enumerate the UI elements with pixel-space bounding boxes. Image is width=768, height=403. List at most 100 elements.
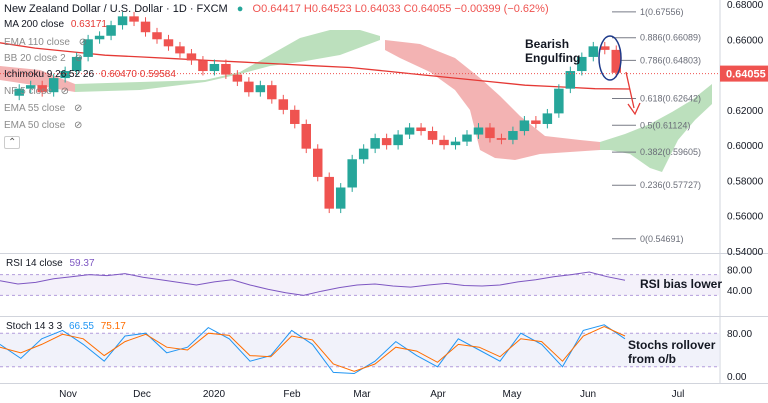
rsi-tick-label: 80.00 bbox=[727, 265, 752, 276]
candle-body bbox=[588, 46, 599, 57]
legend-ema110[interactable]: EMA 110 close ⊘ bbox=[4, 37, 87, 48]
indicator-name: MA 200 close bbox=[4, 19, 65, 30]
candle-body bbox=[267, 85, 277, 100]
fib-level-label: 0.382(0.59605) bbox=[640, 147, 701, 157]
fib-level-label: 0(0.54691) bbox=[640, 234, 684, 244]
indicator-value: 0.63171 bbox=[70, 19, 107, 30]
annotation-stoch-rollover: from o/b bbox=[628, 352, 676, 366]
eye-hidden-icon[interactable]: ⊘ bbox=[78, 37, 88, 48]
candle-body bbox=[450, 141, 461, 146]
stoch-label: Stoch 14 3 3 bbox=[6, 321, 63, 332]
time-tick-label: May bbox=[503, 389, 522, 400]
indicator-name: Ichimoku 9 26 52 26 bbox=[4, 69, 95, 80]
ohlc-high: H0.64523 bbox=[303, 3, 352, 15]
symbol-title: New Zealand Dollar / U.S. Dollar · 1D · … bbox=[4, 3, 228, 15]
candle-body bbox=[313, 148, 323, 177]
candle-body bbox=[301, 123, 311, 149]
ichimoku-cloud-bearish bbox=[385, 40, 600, 160]
rsi-label: RSI 14 close bbox=[6, 258, 63, 269]
candle-body bbox=[335, 187, 346, 209]
ohlc-low: L0.64033 bbox=[354, 3, 401, 15]
stoch-k-value: 66.55 bbox=[68, 321, 94, 332]
stoch-legend[interactable]: Stoch 14 3 3 66.55 75.17 bbox=[6, 321, 126, 332]
price-tick-label: 0.60000 bbox=[727, 141, 764, 152]
fib-level-label: 0.5(0.61124) bbox=[640, 120, 690, 130]
current-price-badge bbox=[720, 65, 768, 82]
annotation-bearish-engulfing: Bearish bbox=[525, 37, 569, 51]
candle-body bbox=[37, 85, 47, 93]
stoch-d-value: 75.17 bbox=[100, 321, 126, 332]
time-tick-label: Nov bbox=[59, 389, 77, 400]
indicator-name: EMA 110 close bbox=[4, 37, 70, 48]
legend-ma200[interactable]: MA 200 close 0.63171 bbox=[4, 19, 107, 30]
indicator-name: BB 20 close 2 bbox=[4, 53, 66, 64]
candle-body bbox=[83, 39, 93, 57]
candle-body bbox=[232, 74, 243, 82]
candle-body bbox=[48, 78, 59, 93]
time-tick-label: Feb bbox=[283, 389, 301, 400]
rsi-tick-label: 40.00 bbox=[727, 286, 752, 297]
indicator-name: EMA 50 close bbox=[4, 120, 66, 131]
price-tick-label: 0.58000 bbox=[727, 176, 764, 187]
time-tick-label: Mar bbox=[353, 389, 371, 400]
indicator-name: EMA 55 close bbox=[4, 103, 66, 114]
stoch-tick-label: 80.00 bbox=[727, 329, 752, 340]
candle-body bbox=[611, 49, 621, 73]
candle-body bbox=[381, 138, 392, 146]
time-tick-label: 2020 bbox=[203, 389, 226, 400]
fib-level-label: 0.786(0.64803) bbox=[640, 55, 701, 65]
candle-body bbox=[485, 127, 495, 139]
candle-body bbox=[140, 21, 151, 33]
stoch-tick-label: 0.00 bbox=[727, 372, 747, 383]
eye-hidden-icon[interactable]: ⊘ bbox=[60, 86, 69, 97]
price-tick-label: 0.66000 bbox=[727, 35, 764, 46]
candle-body bbox=[290, 109, 300, 124]
annotation-bearish-engulfing: Engulfing bbox=[525, 51, 580, 65]
legend-ema55[interactable]: EMA 55 close ⊘ bbox=[4, 103, 82, 114]
candle-body bbox=[565, 71, 576, 89]
candle-body bbox=[175, 46, 185, 54]
bearish-arrow-shaft bbox=[625, 71, 635, 109]
candle-body bbox=[71, 56, 82, 72]
legend-ichimoku[interactable]: Ichimoku 9 26 52 26 0.60470 0.59584 bbox=[4, 69, 176, 80]
candle-body bbox=[94, 35, 105, 40]
candle-body bbox=[462, 134, 472, 142]
rsi-legend[interactable]: RSI 14 close 59.37 bbox=[6, 258, 95, 269]
candle-body bbox=[600, 46, 610, 50]
candle-body bbox=[163, 39, 174, 47]
legend-bb20[interactable]: BB 20 close 2 ⊘ bbox=[4, 53, 83, 64]
eye-hidden-icon[interactable]: ⊘ bbox=[73, 103, 83, 114]
ichimoku-cloud-bullish bbox=[600, 84, 712, 172]
candle-body bbox=[508, 131, 518, 140]
candle-body bbox=[129, 16, 139, 22]
candle-body bbox=[25, 85, 36, 89]
candle-body bbox=[255, 85, 266, 93]
candle-body bbox=[519, 120, 530, 132]
annotation-stoch-rollover: Stochs rollover bbox=[628, 338, 716, 352]
chart-header: New Zealand Dollar / U.S. Dollar · 1D · … bbox=[4, 3, 549, 15]
eye-hidden-icon[interactable]: ⊘ bbox=[74, 53, 83, 64]
rsi-line bbox=[0, 271, 626, 296]
candle-body bbox=[473, 127, 484, 135]
candle-body bbox=[278, 99, 289, 110]
stoch-d-line bbox=[0, 325, 626, 372]
candle-body bbox=[14, 88, 24, 96]
collapse-legend-button[interactable]: ⌃ bbox=[4, 136, 21, 149]
candle-body bbox=[221, 63, 231, 75]
fib-level-label: 1(0.67556) bbox=[640, 7, 684, 17]
fib-level-label: 0.618(0.62642) bbox=[640, 94, 701, 104]
indicator-value: 0.60470 0.59584 bbox=[100, 69, 176, 80]
legend-nf5[interactable]: NF 5 close ⊘ bbox=[4, 86, 69, 97]
candle-body bbox=[117, 16, 128, 26]
eye-icon[interactable]: ● bbox=[236, 3, 244, 15]
legend-ema50[interactable]: EMA 50 close ⊘ bbox=[4, 120, 82, 131]
rsi-value: 59.37 bbox=[69, 258, 95, 269]
stoch-band bbox=[0, 333, 720, 367]
price-tick-label: 0.56000 bbox=[727, 212, 764, 223]
candle-body bbox=[324, 176, 334, 209]
candle-body bbox=[60, 71, 70, 79]
eye-hidden-icon[interactable]: ⊘ bbox=[73, 120, 83, 131]
fib-level-label: 0.886(0.66089) bbox=[640, 33, 701, 43]
